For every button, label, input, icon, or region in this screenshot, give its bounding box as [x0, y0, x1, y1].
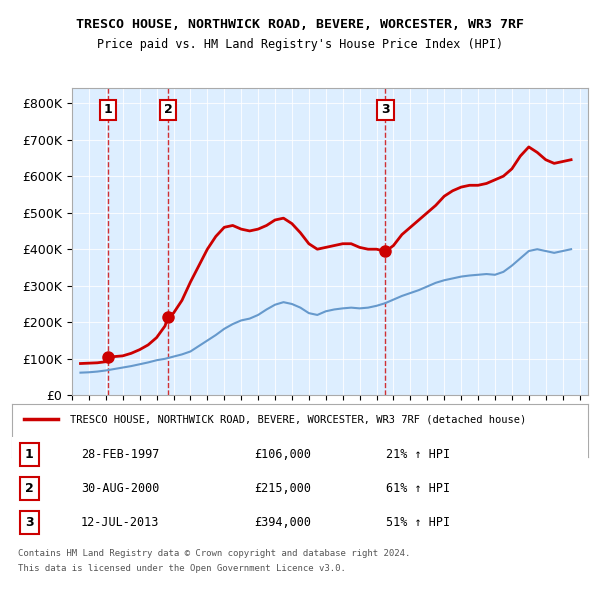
- Text: 3: 3: [381, 103, 390, 116]
- Text: 21% ↑ HPI: 21% ↑ HPI: [386, 448, 451, 461]
- Text: 61% ↑ HPI: 61% ↑ HPI: [386, 482, 451, 495]
- Text: 3: 3: [25, 516, 34, 529]
- Text: Price paid vs. HM Land Registry's House Price Index (HPI): Price paid vs. HM Land Registry's House …: [97, 38, 503, 51]
- Text: Contains HM Land Registry data © Crown copyright and database right 2024.: Contains HM Land Registry data © Crown c…: [18, 549, 410, 558]
- Text: TRESCO HOUSE, NORTHWICK ROAD, BEVERE, WORCESTER, WR3 7RF: TRESCO HOUSE, NORTHWICK ROAD, BEVERE, WO…: [76, 18, 524, 31]
- Text: 1: 1: [25, 448, 34, 461]
- Text: 51% ↑ HPI: 51% ↑ HPI: [386, 516, 451, 529]
- Text: TRESCO HOUSE, NORTHWICK ROAD, BEVERE, WORCESTER, WR3 7RF (detached house): TRESCO HOUSE, NORTHWICK ROAD, BEVERE, WO…: [70, 414, 526, 424]
- Text: 28-FEB-1997: 28-FEB-1997: [81, 448, 160, 461]
- Text: 1: 1: [104, 103, 113, 116]
- Text: 12-JUL-2013: 12-JUL-2013: [81, 516, 160, 529]
- Text: £106,000: £106,000: [254, 448, 311, 461]
- Text: £394,000: £394,000: [254, 516, 311, 529]
- Text: 2: 2: [164, 103, 172, 116]
- Text: 30-AUG-2000: 30-AUG-2000: [81, 482, 160, 495]
- Text: £215,000: £215,000: [254, 482, 311, 495]
- Text: HPI: Average price, detached house, Worcester: HPI: Average price, detached house, Worc…: [70, 437, 351, 447]
- Text: 2: 2: [25, 482, 34, 495]
- Text: This data is licensed under the Open Government Licence v3.0.: This data is licensed under the Open Gov…: [18, 565, 346, 573]
